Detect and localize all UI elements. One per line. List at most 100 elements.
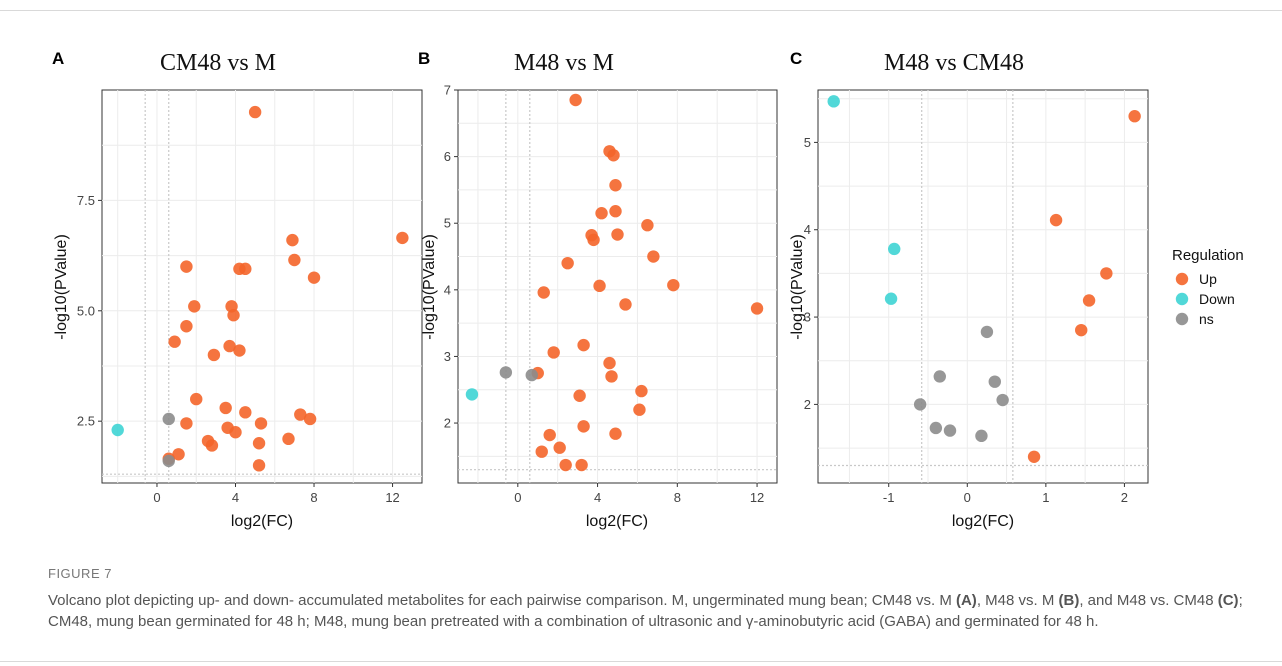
point-up-a	[223, 339, 236, 353]
y-tick-label: 5	[444, 216, 451, 231]
x-tick-label: 0	[153, 490, 160, 505]
x-tick-label: 0	[964, 490, 971, 505]
point-up-b	[573, 389, 586, 402]
legend-label-ns: ns	[1199, 311, 1214, 327]
panel-c-plot-area	[817, 89, 1149, 484]
caption-panel-ref: (A)	[955, 592, 977, 609]
point-ns-c	[933, 370, 946, 383]
point-up-a	[252, 437, 266, 450]
point-up-a	[227, 309, 240, 322]
caption-text: Volcano plot depicting up- and down- acc…	[48, 592, 956, 609]
point-up-b	[577, 338, 590, 352]
legend-label-down: Down	[1199, 291, 1235, 307]
point-down-a	[111, 423, 124, 437]
y-tick-label: 2	[444, 416, 451, 431]
panel-a-letter: A	[52, 49, 64, 68]
panel-c-title: M48 vs CM48	[884, 50, 1024, 76]
point-up-b	[535, 445, 548, 458]
y-tick-label: 6	[444, 149, 451, 164]
legend-label-up: Up	[1199, 271, 1217, 287]
point-up-a	[286, 233, 299, 247]
point-ns-c	[988, 375, 1001, 388]
legend-items: Up Down ns	[1175, 271, 1235, 327]
panel-b: B M48 vs M 0 4 8 12 2 3 4 5 6 7 log2(FC) -log10(…	[418, 49, 778, 530]
point-up-a	[252, 459, 266, 472]
panel-a-points	[111, 105, 409, 472]
panel-c-x-label: log2(FC)	[952, 513, 1014, 530]
point-up-b	[609, 205, 622, 218]
caption-panel-ref: (C)	[1217, 592, 1239, 609]
panel-c-grid	[818, 90, 1148, 483]
y-tick-label: 7.5	[77, 193, 95, 208]
point-ns-a	[162, 454, 175, 468]
point-up-a	[188, 300, 201, 313]
point-up-a	[219, 401, 232, 415]
panel-b-y-ticks: 2 3 4 5 6 7	[444, 83, 458, 431]
x-tick-label: 2	[1121, 490, 1128, 505]
point-up-a	[282, 432, 295, 446]
point-ns-c	[980, 325, 994, 339]
legend: Regulation Up Down ns	[1172, 247, 1244, 327]
figure-frame	[0, 10, 1282, 662]
panel-b-y-label: -log10(PValue)	[421, 234, 438, 340]
panel-c-y-ticks: 2 3 4 5	[804, 135, 818, 412]
panel-b-grid	[458, 90, 777, 483]
panel-b-x-label: log2(FC)	[586, 513, 648, 530]
point-ns-c	[996, 393, 1009, 407]
caption-text: , M48 vs. M	[976, 592, 1059, 609]
legend-swatch-up	[1175, 272, 1189, 286]
point-up-a	[303, 412, 317, 426]
panel-a-y-ticks: 2.5 5.0 7.5	[77, 193, 102, 429]
panel-c-points	[827, 95, 1141, 463]
panel-b-points	[465, 93, 764, 472]
point-up-a	[180, 417, 193, 430]
legend-swatch-down	[1175, 292, 1189, 306]
point-up-b	[537, 286, 550, 299]
y-tick-label: 3	[444, 349, 451, 364]
point-ns-b	[499, 366, 513, 379]
point-down-c	[884, 292, 898, 305]
point-ns-b	[525, 368, 538, 382]
point-up-a	[180, 320, 193, 333]
point-up-a	[239, 406, 252, 419]
x-tick-label: 12	[385, 490, 399, 505]
panel-b-title: M48 vs M	[514, 50, 614, 76]
y-tick-label: 2.5	[77, 414, 95, 429]
point-up-b	[559, 458, 572, 472]
panel-a-y-label: -log10(PValue)	[53, 234, 70, 340]
panel-a: A CM48 vs M 0 4 8 12 2.5 5.0 7.5 log2(FC) -lo…	[52, 49, 423, 530]
point-up-c	[1082, 294, 1096, 307]
point-up-a	[205, 439, 219, 452]
panel-a-x-ticks: 0 4 8 12	[153, 483, 400, 505]
panel-a-grid	[102, 90, 422, 483]
point-up-b	[609, 179, 622, 192]
y-tick-label: 3	[804, 310, 811, 325]
point-up-b	[603, 356, 616, 370]
point-up-a	[190, 392, 203, 406]
x-tick-label: 8	[310, 490, 317, 505]
volcano-figure: A CM48 vs M 0 4 8 12 2.55.07.5 log2(FC) -lo…	[52, 49, 1244, 530]
point-up-b	[607, 149, 620, 162]
point-up-b	[587, 233, 600, 247]
point-up-b	[543, 428, 556, 442]
point-up-b	[561, 256, 574, 270]
point-ns-a	[162, 412, 175, 426]
point-up-c	[1128, 110, 1141, 123]
point-up-b	[647, 250, 660, 263]
point-up-c	[1075, 323, 1088, 337]
point-up-b	[641, 219, 654, 232]
point-up-b	[569, 93, 582, 107]
point-up-c	[1100, 267, 1113, 280]
point-up-a	[307, 271, 321, 284]
point-up-b	[611, 228, 624, 241]
y-tick-label: 4	[444, 282, 451, 297]
panel-c-x-ticks: -1 0 1 2	[883, 483, 1128, 505]
point-up-a	[396, 231, 409, 245]
point-up-a	[233, 344, 246, 357]
point-down-c	[827, 95, 840, 108]
point-up-b	[667, 278, 680, 292]
point-up-b	[553, 441, 566, 454]
panel-b-x-ticks: 0 4 8 12	[514, 483, 764, 505]
panel-c: C M48 vs CM48 -1 0 1 2 2 3 4 5 log2(FC) -log10…	[789, 49, 1149, 530]
point-up-a	[294, 408, 307, 421]
